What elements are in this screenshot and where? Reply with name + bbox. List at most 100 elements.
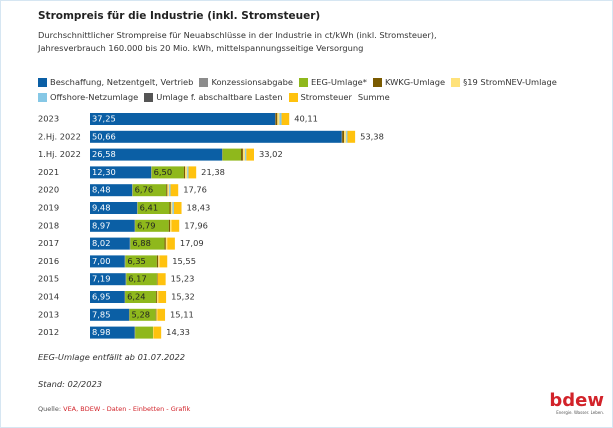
bar-segment [90,308,129,321]
bar-segment [170,202,173,214]
logo-word: bdew [549,390,604,411]
bar-segment [188,166,197,179]
y-tick-label: 2018 [38,220,59,230]
logo: bdew Energie. Wasser. Leben. [549,390,604,416]
legend-swatch [288,93,298,102]
bar-segment [90,166,152,179]
bar-segment [185,166,188,179]
data-label: 6,41 [140,203,158,213]
total-label: 15,11 [170,309,194,319]
bar-segment [187,166,189,179]
bar-segment [137,202,170,214]
legend-label: Beschaffung, Netzentgelt, Vertrieb [50,77,194,87]
bar-segment [132,184,167,197]
bar-segment [90,326,135,339]
data-label: 8,02 [92,238,110,248]
bar-segment [275,113,276,125]
data-label: 50,66 [92,131,116,141]
bar-segment [90,130,342,143]
legend-item: EEG-Umlage* [298,75,367,90]
bar-segment [222,148,242,161]
data-label: 6,24 [127,292,145,302]
total-label: 17,09 [180,238,204,248]
data-label: 6,17 [128,274,146,284]
legend-item: Summe [358,90,390,105]
legend-item: Umlage f. abschaltbare Lasten [144,90,283,105]
legend-label: Umlage f. abschaltbare Lasten [156,92,283,102]
bar-segment [90,202,138,214]
data-label: 6,79 [137,220,155,230]
chart-title: Strompreis für die Industrie (inkl. Stro… [38,10,321,22]
bar-segment [156,291,159,303]
data-label: 7,00 [92,256,110,266]
legend-label: KWKG-Umlage [384,77,446,87]
bar-segment [158,291,167,303]
bar-segment [222,148,223,161]
legend-item: Stromsteuer [288,90,352,105]
bar-segment [124,255,126,268]
data-label: 8,97 [92,220,110,230]
bar-segment [281,113,290,125]
bar-segment [171,219,180,232]
legend-swatch [38,78,47,87]
bar-segment [129,308,156,321]
bar-segment [90,148,223,161]
total-label: 15,23 [171,274,195,284]
bar-segment [277,113,280,125]
data-label: 6,35 [127,256,145,266]
bar-segment [156,255,159,268]
legend-label: EEG-Umlage* [310,77,367,87]
bar-segment [167,184,170,197]
bar-segment [245,148,247,161]
bar-segment [125,291,157,303]
data-label: 7,19 [92,274,110,284]
data-label: 8,98 [92,327,110,337]
bar-segment [90,237,130,250]
y-tick-label: 2015 [38,274,59,284]
total-label: 18,43 [187,203,211,213]
bar-segment [128,308,130,321]
legend-swatch [372,78,382,87]
bar-segment [183,166,186,179]
total-label: 17,96 [184,220,208,230]
bar-segment [169,202,171,214]
bar-segment [279,113,282,125]
bar-segment [132,184,133,197]
bar-segment [159,255,168,268]
bar-segment [156,291,157,303]
bar-segment [157,308,166,321]
source-links[interactable]: VEA, BDEW - Daten - Einbetten - Grafik [63,405,191,413]
note: Stand: 02/2023 [38,379,103,389]
bar-segment [90,291,125,303]
legend-swatch [199,78,209,87]
data-label: 7,85 [92,309,110,319]
data-label: 37,25 [92,114,116,124]
data-label: 6,95 [92,292,110,302]
y-tick-label: 1.Hj. 2022 [38,149,81,159]
bar-segment [156,273,158,286]
bar-segment [166,184,168,197]
source: Quelle: VEA, BDEW - Daten - Einbetten - … [38,405,190,413]
legend-item: Beschaffung, Netzentgelt, Vertrieb [38,75,193,90]
legend: Beschaffung, Netzentgelt, Vertrieb Konzes… [38,75,598,105]
y-tick-label: 2021 [38,167,59,177]
bar-segment [242,148,246,161]
legend-label: Summe [357,92,390,102]
note: EEG-Umlage entfällt ab 01.07.2022 [38,352,186,362]
bar-segment [153,326,162,339]
bar-segment [346,130,348,143]
legend-swatch [451,78,461,87]
legend-swatch [144,93,154,102]
bar-segment [151,166,152,179]
y-tick-label: 2023 [38,114,59,124]
bar-segment [169,184,171,197]
bar-segment [135,326,153,339]
total-label: 17,76 [183,185,207,195]
bar-segment [135,219,169,232]
bar-segment [170,184,179,197]
bar-segment [90,184,133,197]
bar-segment [275,113,278,125]
bar-segment [151,166,184,179]
y-tick-label: 2014 [38,292,59,302]
